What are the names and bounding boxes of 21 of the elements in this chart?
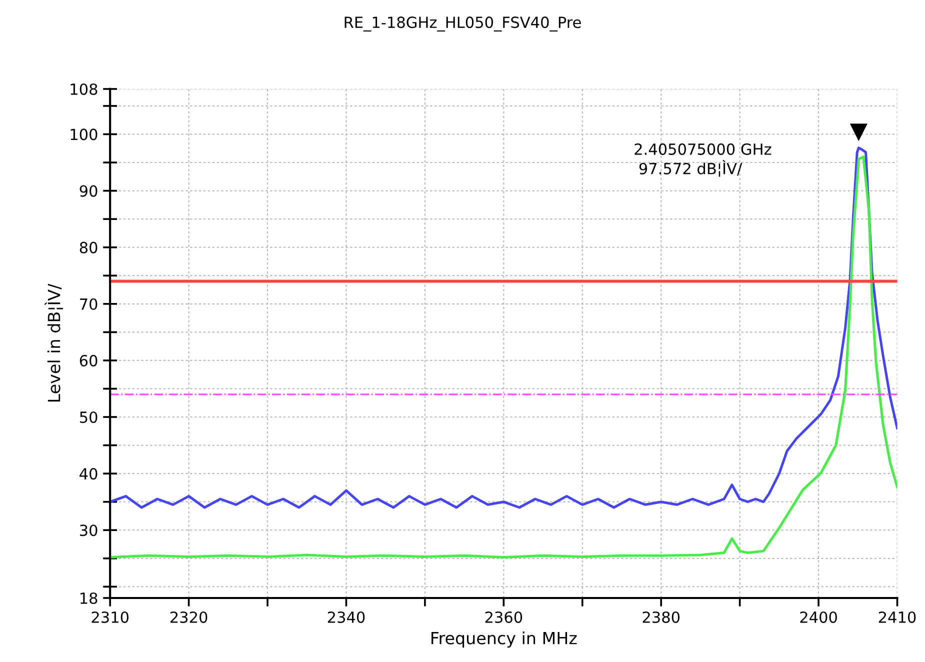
x-tick-label: 2320 (170, 611, 208, 624)
chart-title: RE_1-18GHz_HL050_FSV40_Pre (344, 16, 581, 32)
x-axis-title: Frequency in MHz (432, 632, 577, 648)
y-tick-label: 40 (80, 468, 98, 480)
y-tick-label: 30 (80, 524, 98, 536)
annotation: 2.405075000 GHz 97.572 dB¦ÌV/ (634, 143, 772, 177)
x-tick-label: 2340 (328, 611, 365, 624)
x-tick-label: 2380 (642, 611, 680, 624)
x-tick-label: 2360 (485, 611, 522, 624)
y-tick-label: 70 (80, 298, 98, 310)
x-tick-label: 2310 (92, 611, 128, 624)
y-tick-label: 18 (80, 592, 98, 604)
x-tick-label: 2400 (800, 611, 837, 624)
y-axis-title: Level in dB¦ÌV/ (44, 284, 63, 402)
y-tick-label: 60 (80, 354, 98, 366)
y-tick-label: 90 (80, 185, 98, 197)
y-tick-label: 80 (80, 242, 98, 254)
y-tick-label: 100 (70, 128, 98, 140)
y-tick-label: 50 (80, 411, 98, 424)
y-tick-label: 108 (70, 83, 98, 95)
x-tick-label: 2410 (878, 611, 916, 624)
